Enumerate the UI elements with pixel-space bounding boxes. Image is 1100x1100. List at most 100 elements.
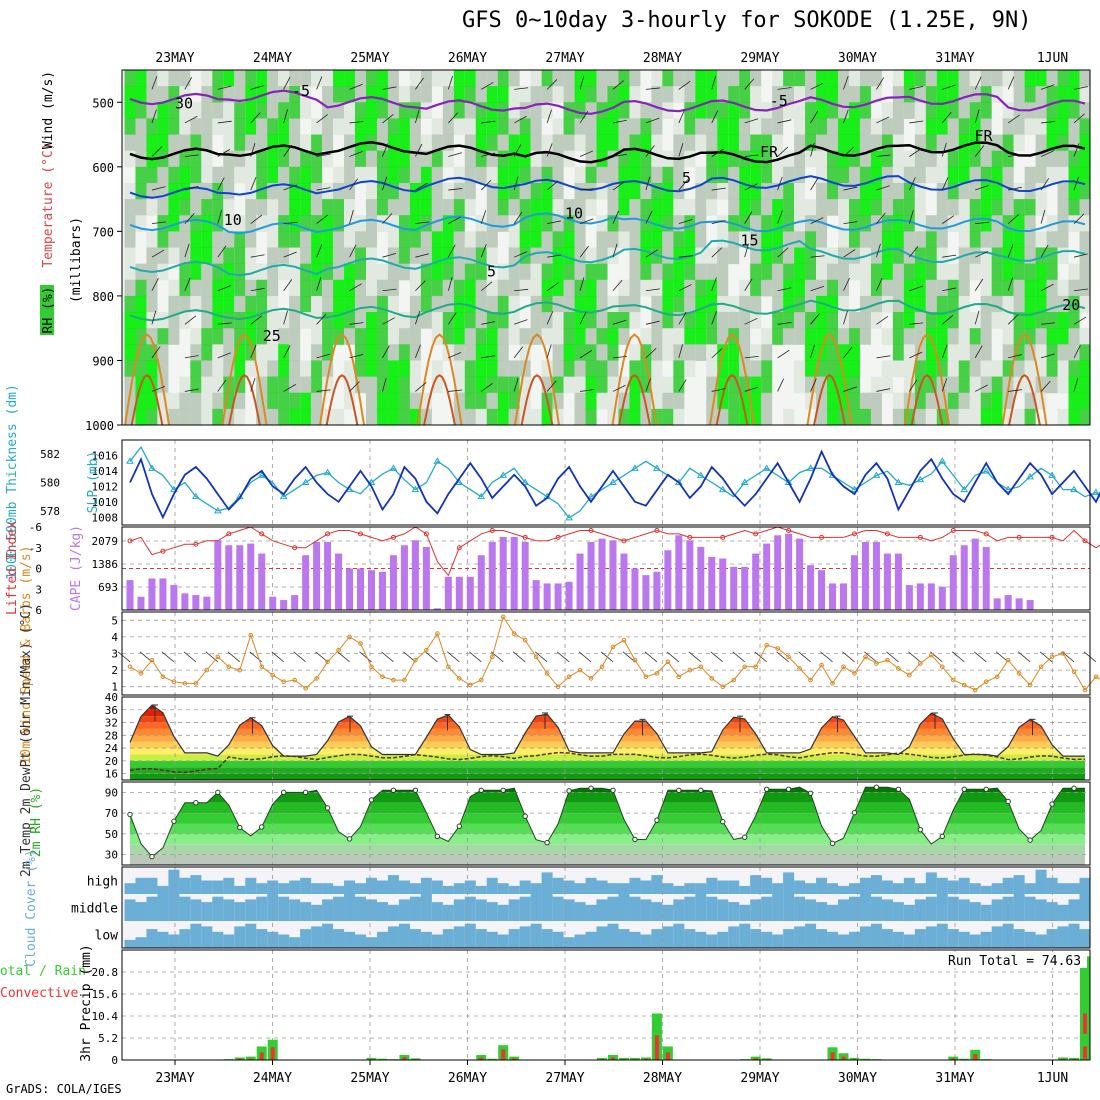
rh-cell [278, 102, 290, 119]
wind-speed-marker [852, 671, 857, 676]
rh-cell [1068, 199, 1080, 216]
date-label-bottom: 1JUN [1037, 1071, 1068, 1086]
cloud-cell-high [464, 880, 476, 894]
rh-cell [706, 86, 718, 103]
cape-bar [1015, 598, 1023, 610]
surface-wind-barb [644, 651, 658, 663]
rh-cell [607, 86, 619, 103]
rh-cell [1079, 150, 1091, 168]
rh-cell [157, 118, 169, 136]
rh-cell [585, 182, 597, 200]
rh-cell [783, 166, 795, 184]
rh-cell [442, 231, 454, 248]
rh-cell [212, 328, 224, 345]
rh-cell [903, 279, 915, 297]
rh2m-marker [632, 836, 638, 843]
rh-cell [596, 86, 608, 103]
rh-cell [706, 134, 718, 152]
wind-barb [1040, 150, 1055, 157]
slp-frame [121, 439, 1091, 526]
wind-speed-marker [786, 654, 791, 660]
rh-cell [355, 263, 367, 281]
precip-tick-label: 5.2 [98, 1032, 118, 1045]
rh-cell [772, 328, 784, 345]
rh-cell [135, 118, 147, 136]
rh-cell [618, 279, 630, 297]
rh-cell [464, 199, 476, 216]
rh-cell [838, 134, 850, 152]
rh-cell [497, 295, 509, 313]
rh-cell [958, 263, 970, 281]
rh-cell [333, 70, 345, 87]
rh2m-marker [412, 787, 419, 793]
rh-cell [398, 231, 410, 248]
rh-cell [717, 70, 729, 87]
temp-band [130, 709, 1085, 717]
cloud-cell-low [333, 929, 345, 948]
rh-cell [245, 279, 257, 297]
wind-barb [579, 218, 594, 224]
rh-cell [223, 166, 235, 184]
rh-cell [783, 199, 795, 216]
cape-bar [433, 608, 441, 610]
wind-barb [316, 214, 328, 224]
wind-barb [1008, 354, 1022, 359]
wind-barb [349, 244, 357, 258]
wind-speed-marker [555, 684, 561, 690]
wind-barb [1007, 114, 1020, 124]
rh-cell [212, 102, 224, 119]
rh-cell [848, 263, 860, 281]
rh-cell [673, 199, 685, 216]
rh-cell [124, 279, 136, 297]
rh-cell [256, 328, 268, 345]
thickness-marker [565, 513, 573, 521]
rh-cell [124, 247, 136, 265]
wind-barb [349, 150, 363, 157]
cloud-cell-high [1079, 883, 1091, 894]
li-marker [851, 531, 857, 537]
isotherm-25 [904, 333, 950, 426]
wind-barb [316, 389, 331, 392]
rh-cell [574, 231, 586, 248]
rh-cell [256, 150, 268, 168]
y-tick-label: 500 [92, 96, 114, 110]
rh-cell [827, 86, 839, 103]
wind-barb [678, 179, 689, 191]
rh-cell [519, 408, 531, 426]
rh-cell [980, 328, 992, 345]
rh-cell [387, 295, 399, 313]
rh-cell [519, 328, 531, 345]
thickness-marker [148, 464, 156, 471]
rh-cell [376, 150, 388, 168]
rh-cell [794, 263, 806, 281]
wind-barb [184, 154, 199, 157]
thickness-marker [762, 464, 771, 471]
rh2m-marker [961, 786, 967, 792]
rh-cell [706, 102, 718, 119]
cloud-cell-middle [289, 899, 301, 921]
surface-wind-barb [1061, 651, 1075, 663]
cloud-cell-low [750, 929, 762, 948]
rh-cell [267, 263, 279, 281]
cloud-cell-high [684, 883, 696, 894]
wind-barb [217, 85, 232, 90]
rh-cell [903, 263, 915, 281]
rh-cell [311, 150, 323, 168]
rh-cell [442, 102, 454, 119]
rh-cell [870, 199, 882, 216]
rh-cell [387, 102, 399, 119]
rh-cell [168, 279, 180, 297]
rh-cell [289, 408, 301, 426]
wind-speed-marker [808, 677, 813, 683]
rh-cell [464, 392, 476, 410]
wind-barb [1040, 283, 1054, 292]
rh-cell [322, 134, 334, 152]
rh-cell [870, 86, 882, 103]
contour-label: -5 [292, 82, 310, 100]
wind-speed-marker [149, 657, 155, 663]
li-marker [127, 538, 133, 544]
cape-bar [719, 558, 727, 610]
cloud-cell-middle [892, 902, 904, 921]
wind-barb [678, 80, 691, 90]
cloud-cell-high [936, 877, 948, 894]
